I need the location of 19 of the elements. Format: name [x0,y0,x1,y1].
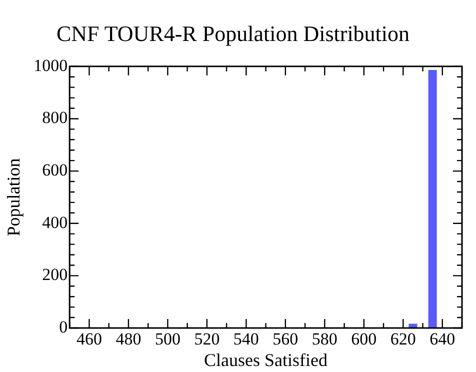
x-tick-label: 580 [312,330,338,349]
x-tick-label: 480 [116,330,142,349]
x-tick-label: 500 [154,330,180,349]
x-tick-label: 460 [76,330,102,349]
x-tick-label: 520 [194,330,220,349]
y-tick-label: 1000 [34,56,68,75]
x-tick-label: 620 [390,330,416,349]
x-tick-label: 540 [233,330,259,349]
y-tick-label: 200 [42,265,68,284]
y-tick-label: 800 [42,108,68,128]
chart-title: CNF TOUR4-R Population Distribution [56,20,410,46]
x-axis-title: Clauses Satisfied [204,350,328,370]
y-tick-label: 600 [42,160,68,180]
x-tick-label: 560 [272,330,298,349]
x-tick-label: 600 [351,330,377,349]
y-tick-label: 0 [59,317,68,336]
y-axis-title: Population [4,158,24,236]
y-tick-label: 400 [42,212,68,232]
x-tick-label: 640 [430,330,456,349]
